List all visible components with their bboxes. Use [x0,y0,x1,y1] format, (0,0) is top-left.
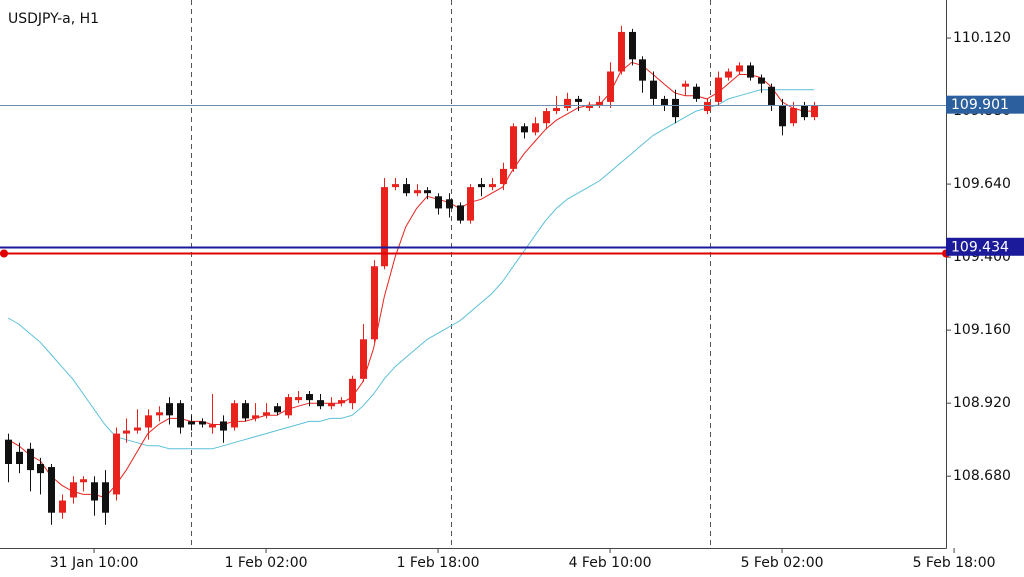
candle-body [317,400,324,407]
price-label-box [946,237,1024,256]
candle-body [500,168,507,185]
candle-body [747,65,754,78]
candle-body [37,464,44,474]
y-tick-label: 109.640 [953,176,1011,192]
candle-body [199,421,206,425]
candle-body [768,86,775,105]
candle-body [543,111,550,124]
candle-body [607,71,614,102]
candle-body [661,98,668,105]
candle-body [779,104,786,127]
candle-body [478,184,485,188]
candle-body [306,394,313,401]
candle-body [736,65,743,72]
candle-body [801,104,808,118]
candle-body [693,86,700,99]
x-tick-label: 1 Feb 02:00 [225,555,308,571]
candle-body [252,415,259,419]
candle-body [48,467,55,513]
candle-body [510,126,517,169]
candle-body [5,439,12,465]
candle-body [618,31,625,72]
candle-body [220,421,227,431]
candle-body [156,412,163,416]
price-label: 109.434 [951,239,1009,255]
candle-body [16,451,23,465]
candle-body [360,339,367,379]
y-tick-label: 109.160 [953,322,1011,338]
candle-body [295,397,302,401]
x-tick-label: 4 Feb 10:00 [569,555,652,571]
candle-body [564,98,571,109]
candle-body [596,101,603,105]
candle-body [575,98,582,102]
y-tick-label: 110.120 [953,30,1011,46]
candle-body [91,482,98,501]
candle-body [392,184,399,188]
moving-average-line [7,89,815,450]
candle-body [521,126,528,133]
candle-body [457,205,464,221]
candle-body [446,199,453,209]
candle-body [758,77,765,84]
candle-body [285,397,292,416]
candle-body [467,187,474,221]
candle-body [553,108,560,112]
candle-body [274,406,281,413]
price-label: 109.901 [951,97,1009,113]
candle-body [381,187,388,267]
day-separators [191,0,711,548]
y-tick-label: 108.680 [953,468,1011,484]
moving-average-line [7,61,815,499]
candle-body [113,433,120,495]
candle-body [639,59,646,81]
x-tick-label: 5 Feb 18:00 [913,555,996,571]
candle-body [489,184,496,188]
candle-body [59,500,66,513]
candle-body [328,403,335,407]
candle-body [242,403,249,419]
candle-body [403,184,410,194]
x-tick-label: 1 Feb 18:00 [397,555,480,571]
candle-body [790,108,797,124]
chart-title: USDJPY-a, H1 [8,11,99,27]
candle-body [123,430,130,434]
candle-body [704,101,711,112]
candle-body [231,403,238,428]
candle-body [586,104,593,109]
candle-body [145,415,152,428]
candle-body [27,448,34,471]
line-anchor [0,249,8,258]
y-tick-label: 108.920 [953,395,1011,411]
x-tick-label: 5 Feb 02:00 [741,555,824,571]
candle-body [672,98,679,118]
candle-body [70,482,77,498]
candle-body [349,378,356,404]
candle-body [371,266,378,340]
candle-body [134,427,141,431]
candle-body [177,403,184,428]
candle-body [682,83,689,87]
candle-body [650,80,657,99]
candle-body [209,424,216,428]
candle-body [725,71,732,78]
candle-body [811,104,818,118]
candle-body [424,190,431,194]
candle-body [715,77,722,102]
candle-body [414,190,421,194]
candle-body [263,412,270,416]
candle-body [188,421,195,425]
candle-body [102,482,109,513]
x-tick-label: 31 Jan 10:00 [50,555,139,571]
candle-body [80,479,87,483]
candle-body [338,400,345,404]
candle-body [532,123,539,133]
price-label-box [946,95,1024,114]
candle-body [629,31,636,60]
candle-body [435,196,442,209]
candle-body [166,403,173,416]
